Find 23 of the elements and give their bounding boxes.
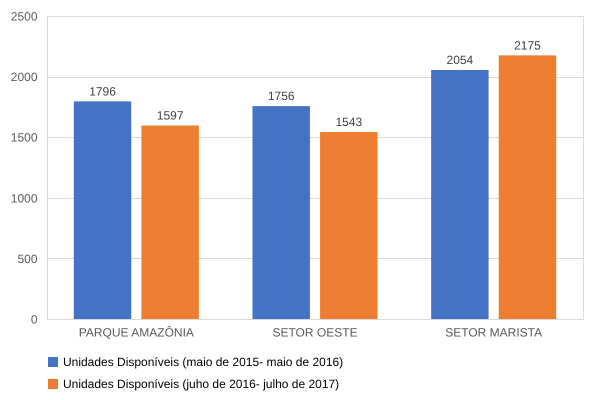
data-label: 1543 [335,114,362,129]
data-label: 2054 [446,53,474,68]
y-tick-label: 1000 [10,191,38,206]
x-tick-label: SETOR MARISTA [445,326,542,340]
x-tick-label: SETOR OESTE [272,326,358,340]
bar [498,55,556,319]
legend-label: Unidades Disponíveis (maio de 2015- maio de 2016) [63,355,344,369]
y-tick-label: 2500 [10,10,38,24]
data-label: 2175 [514,38,542,52]
y-tick-label: 1500 [10,130,38,145]
bar [74,101,132,319]
y-tick-label: 2000 [10,70,38,84]
data-label: 1756 [268,89,295,104]
y-tick-label: 500 [17,252,38,266]
data-label: 1796 [89,84,116,98]
y-tick-label: 0 [30,312,38,326]
legend-label: Unidades Disponíveis (juho de 2016- julho de 2017) [63,377,340,391]
data-label: 1597 [156,108,184,122]
x-tick-label: PARQUE AMAZÔNIA [78,326,194,340]
bar [252,106,310,319]
bar [431,70,489,319]
bar [320,132,378,319]
bar [141,125,199,319]
